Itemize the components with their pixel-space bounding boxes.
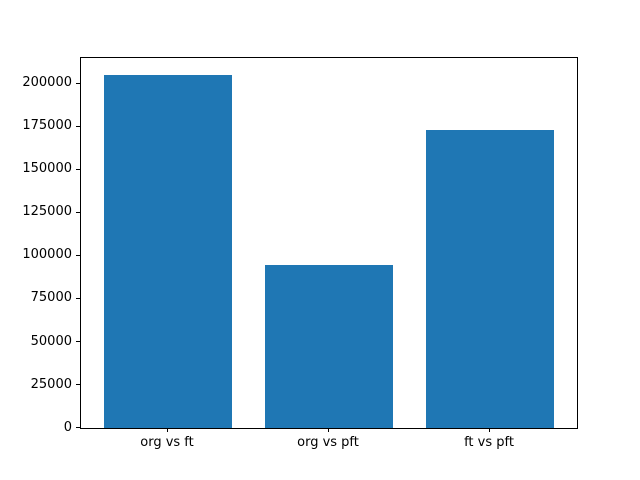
y-tick-mark bbox=[76, 211, 80, 213]
y-tick-mark bbox=[76, 297, 80, 299]
y-tick-label: 125000 bbox=[22, 204, 72, 220]
bar-org-vs-ft bbox=[103, 75, 233, 428]
y-tick-mark bbox=[76, 254, 80, 256]
y-tick-label: 150000 bbox=[22, 161, 72, 177]
x-tick-label: org vs pft bbox=[297, 435, 359, 450]
y-tick-mark bbox=[76, 82, 80, 84]
x-tick-label: ft vs pft bbox=[464, 435, 514, 450]
x-tick-label: org vs ft bbox=[140, 435, 194, 450]
bar-org-vs-pft bbox=[264, 264, 394, 428]
x-tick-mark bbox=[328, 428, 329, 432]
bar-ft-vs-pft bbox=[425, 130, 555, 428]
y-tick-mark bbox=[76, 341, 80, 342]
y-tick-label: 25000 bbox=[30, 376, 72, 392]
y-tick-label: 175000 bbox=[22, 118, 72, 134]
y-tick-mark bbox=[76, 384, 80, 385]
y-tick-label: 200000 bbox=[22, 75, 72, 91]
x-tick-mark bbox=[489, 428, 490, 432]
plot-area bbox=[80, 57, 578, 429]
y-tick-label: 75000 bbox=[30, 290, 72, 306]
y-tick-label: 0 bbox=[63, 419, 72, 435]
y-tick-mark bbox=[76, 168, 80, 170]
y-tick-label: 50000 bbox=[30, 333, 72, 349]
y-tick-label: 100000 bbox=[22, 247, 72, 263]
y-tick-mark bbox=[76, 427, 80, 428]
y-tick-mark bbox=[76, 125, 80, 127]
x-tick-mark bbox=[167, 428, 168, 432]
